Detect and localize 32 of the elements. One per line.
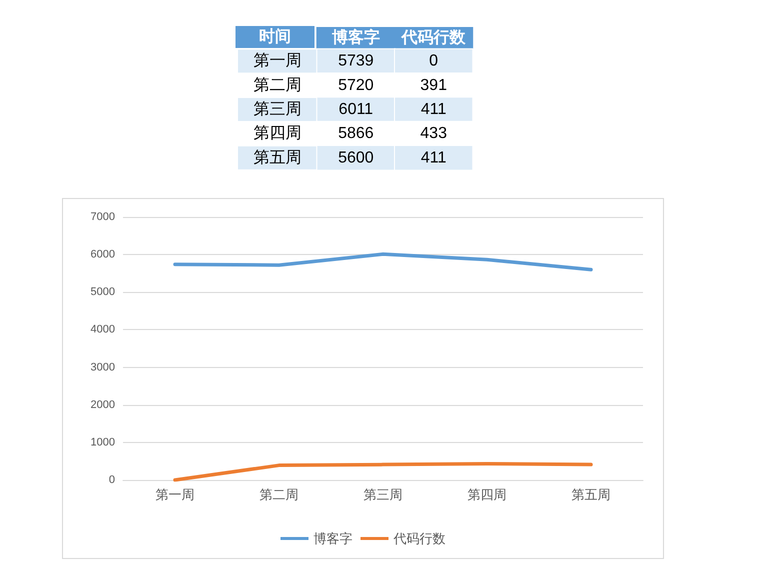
data-label: 6011 xyxy=(338,101,374,118)
legend-label: 代码行数 xyxy=(392,531,446,546)
line-series xyxy=(173,252,593,272)
y-tick-label: 第一周 xyxy=(254,52,302,70)
y-tick-label: 7000 xyxy=(90,211,115,223)
x-tick-label: 第一周 xyxy=(156,487,194,502)
data-label: 411 xyxy=(420,149,446,166)
data-label: 5720 xyxy=(338,76,374,94)
y-tick-label: 第五周 xyxy=(254,149,302,166)
y-tick-label: 4000 xyxy=(90,324,115,336)
y-tick-label: 第四周 xyxy=(254,125,302,142)
y-tick-label: 6000 xyxy=(90,248,115,261)
y-tick-label: 5000 xyxy=(90,286,115,298)
text: 时间 xyxy=(259,28,291,46)
y-tick-label: 2000 xyxy=(90,398,115,411)
x-tick-label: 第四周 xyxy=(468,487,506,502)
x-tick-label: 第五周 xyxy=(572,487,610,502)
x-tick-label: 第三周 xyxy=(364,487,402,502)
data-label: 5600 xyxy=(338,149,374,166)
y-tick-label: 3000 xyxy=(90,361,115,374)
line-series xyxy=(173,462,593,482)
y-tick-label: 第三周 xyxy=(254,101,302,118)
y-tick-label: 0 xyxy=(108,474,115,486)
y-tick-label: 第二周 xyxy=(254,76,302,94)
data-label: 391 xyxy=(420,76,448,94)
data-label: 0 xyxy=(429,52,438,70)
data-label: 411 xyxy=(420,101,446,118)
data-label: 5866 xyxy=(338,125,374,142)
y-tick-label: 1000 xyxy=(90,436,115,448)
legend-label: 博客字 xyxy=(314,531,352,546)
data-label: 433 xyxy=(420,125,448,142)
data-label: 5739 xyxy=(338,52,374,70)
